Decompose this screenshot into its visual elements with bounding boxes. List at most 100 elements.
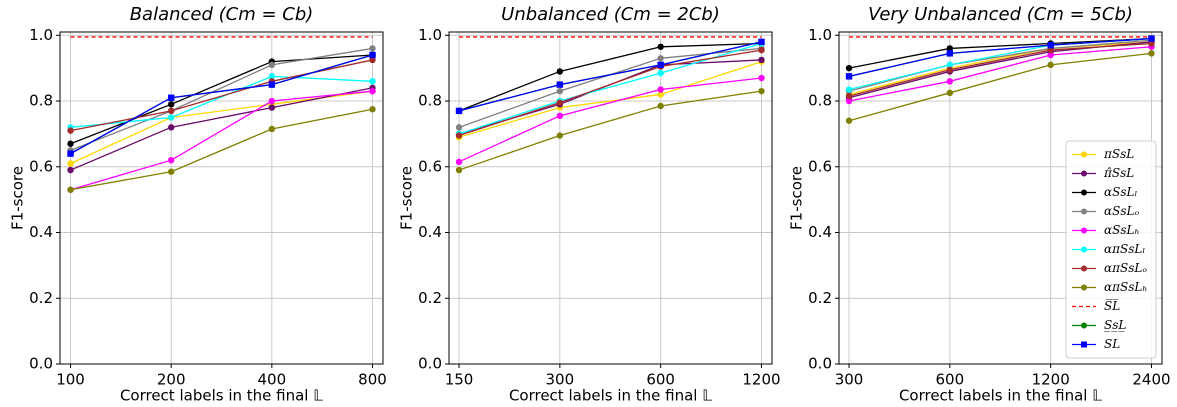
x-axis-label: Correct labels in the final 𝕃 bbox=[120, 387, 323, 405]
legend-marker bbox=[1081, 284, 1087, 291]
marker bbox=[455, 132, 463, 139]
marker bbox=[167, 156, 175, 164]
marker bbox=[657, 91, 664, 98]
marker bbox=[946, 89, 954, 97]
marker bbox=[455, 124, 463, 131]
legend-marker bbox=[1081, 246, 1087, 253]
legend-label: π̂SsL bbox=[1103, 166, 1134, 180]
marker bbox=[845, 73, 853, 80]
marker bbox=[1047, 51, 1054, 59]
marker bbox=[67, 160, 74, 167]
line-series bbox=[458, 77, 762, 163]
plot-frame bbox=[59, 31, 384, 365]
marker bbox=[657, 43, 664, 50]
x-axis-label: Correct labels in the final 𝕃 bbox=[509, 387, 712, 405]
marker bbox=[369, 106, 376, 113]
marker bbox=[946, 78, 954, 85]
legend-marker bbox=[1081, 227, 1087, 234]
marker bbox=[268, 81, 276, 88]
marker bbox=[946, 61, 954, 69]
y-axis-label: F1-score bbox=[788, 166, 806, 230]
legend-label: πSsL bbox=[1103, 147, 1134, 161]
marker bbox=[369, 45, 376, 52]
marker bbox=[758, 38, 765, 46]
marker bbox=[845, 92, 853, 100]
legend-label: αSsLₒ bbox=[1104, 204, 1139, 218]
chart-title: Balanced (Cm = Cb) bbox=[130, 4, 314, 25]
legend-label: αSsLₗ bbox=[1104, 185, 1137, 199]
line-series bbox=[458, 49, 762, 137]
marker bbox=[556, 68, 564, 75]
marker bbox=[369, 87, 376, 95]
marker bbox=[845, 64, 853, 72]
x-tick-label: 300 bbox=[835, 371, 864, 389]
marker bbox=[167, 168, 175, 175]
y-axis-label: F1-score bbox=[9, 166, 27, 230]
marker bbox=[1148, 35, 1155, 42]
legend-marker bbox=[1081, 189, 1087, 196]
marker bbox=[369, 56, 376, 64]
marker bbox=[167, 101, 175, 108]
y-tick-label: 0.6 bbox=[418, 157, 442, 175]
plot-frame bbox=[448, 31, 773, 365]
line-series bbox=[70, 47, 373, 151]
marker bbox=[556, 112, 564, 120]
marker bbox=[657, 102, 664, 110]
legend-label: απSsLₒ bbox=[1104, 261, 1147, 275]
x-tick-label: 2400 bbox=[1132, 371, 1170, 389]
line-series bbox=[458, 42, 762, 112]
marker bbox=[845, 117, 853, 124]
legend-marker bbox=[1081, 170, 1087, 177]
line-series bbox=[848, 37, 1152, 69]
marker bbox=[268, 125, 276, 133]
marker bbox=[657, 69, 664, 77]
x-tick-label: 100 bbox=[56, 371, 85, 389]
line-series bbox=[848, 37, 1152, 78]
marker bbox=[657, 61, 664, 69]
line-series bbox=[848, 42, 1152, 97]
marker bbox=[167, 114, 175, 121]
y-tick-label: 0.6 bbox=[808, 157, 832, 175]
line-series bbox=[70, 75, 373, 128]
marker bbox=[946, 50, 954, 57]
legend-label: απSsLₕ bbox=[1104, 280, 1148, 294]
marker bbox=[556, 99, 564, 106]
marker bbox=[369, 51, 376, 59]
line-series bbox=[458, 59, 762, 135]
marker bbox=[758, 74, 765, 82]
y-tick-label: 0.2 bbox=[29, 289, 53, 307]
marker bbox=[657, 86, 664, 93]
x-tick-label: 300 bbox=[546, 371, 575, 389]
marker bbox=[1148, 40, 1155, 47]
legend-label: απSsLₗ bbox=[1104, 242, 1145, 256]
marker bbox=[67, 166, 74, 174]
marker bbox=[167, 107, 175, 115]
x-tick-label: 600 bbox=[936, 371, 965, 389]
line-series bbox=[70, 54, 373, 155]
marker bbox=[67, 140, 74, 147]
y-tick-label: 0.8 bbox=[29, 92, 53, 110]
line-series bbox=[848, 39, 1152, 92]
line-series bbox=[70, 87, 373, 171]
plot-frame bbox=[838, 31, 1163, 365]
legend-box bbox=[1065, 140, 1157, 359]
line-series bbox=[70, 90, 373, 165]
marker bbox=[1047, 46, 1054, 54]
marker bbox=[455, 107, 463, 115]
legend-label: S̅L̅ bbox=[1104, 298, 1120, 313]
marker bbox=[758, 46, 765, 54]
legend-label: S̲s̲L̲ bbox=[1104, 318, 1127, 332]
marker bbox=[268, 61, 276, 69]
y-tick-label: 0.2 bbox=[418, 289, 442, 307]
x-axis-label: Correct labels in the final 𝕃 bbox=[899, 387, 1102, 405]
y-tick-label: 0.8 bbox=[808, 92, 832, 110]
legend-marker bbox=[1081, 208, 1087, 215]
y-tick-label: 0.2 bbox=[808, 289, 832, 307]
line-series bbox=[458, 41, 762, 112]
line-series bbox=[70, 108, 373, 191]
x-tick-label: 600 bbox=[646, 371, 675, 389]
marker bbox=[268, 73, 276, 80]
chart-title: Unbalanced (Cm = 2Cb) bbox=[501, 4, 720, 25]
x-tick-label: 1200 bbox=[742, 371, 780, 389]
legend-label: SL bbox=[1104, 337, 1120, 351]
